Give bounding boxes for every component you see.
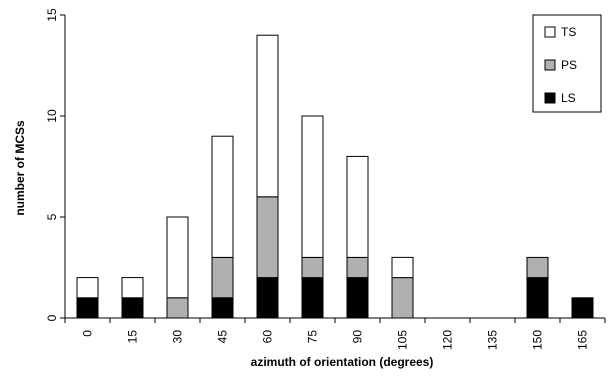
y-ticks: 0 5 10 15 [45,8,65,321]
x-tick-label-45: 45 [216,330,230,344]
x-ticks: 0 15 30 45 60 75 90 105 120 135 150 165 [64,318,606,350]
bar-ls-90 [346,277,369,319]
x-tick-label-135: 135 [486,330,500,350]
y-tick-label-5: 5 [45,213,59,220]
y-axis-title: number of MCSs [13,120,27,216]
bar-ps-75 [301,256,324,279]
x-tick-label-0: 0 [81,330,95,337]
y-tick-label-10: 10 [45,109,59,123]
legend-label-ps: PS [561,58,577,72]
x-tick-label-75: 75 [306,330,320,344]
bar-ls-45 [211,297,234,319]
bar-ps-150 [526,256,549,279]
bar-ps-90 [346,256,369,279]
bar-ls-75 [301,277,324,319]
bar-ls-0 [76,297,99,319]
bar-ps-105 [391,277,414,319]
bar-ts-0 [76,277,99,299]
y-tick-label-0: 0 [45,314,59,321]
x-axis-title: azimuth of orientation (degrees) [251,355,434,369]
x-tick-label-60: 60 [261,330,275,344]
bar-ls-165 [571,297,594,319]
bar-ls-150 [526,277,549,319]
legend-swatch-ps [544,59,556,71]
x-tick-label-90: 90 [351,330,365,344]
bar-ts-30 [166,216,189,299]
legend-swatch-ts [544,26,556,38]
bar-ts-75 [301,115,324,258]
bar-ls-60 [256,277,279,319]
legend-label-ts: TS [561,25,576,39]
legend-label-ls: LS [561,91,576,105]
x-tick-label-15: 15 [126,330,140,344]
bar-ts-90 [346,155,369,258]
legend-swatch-ls [544,92,556,104]
y-tick-label-15: 15 [45,8,59,22]
bar-ts-60 [256,34,279,198]
axes [64,15,605,319]
legend: TS PS LS [532,14,602,113]
x-tick-label-105: 105 [396,330,410,350]
legend-box [532,14,602,113]
x-tick-label-30: 30 [171,330,185,344]
bar-ts-45 [211,135,234,258]
x-tick-label-150: 150 [531,330,545,350]
bars [76,34,594,319]
bar-ls-15 [121,297,144,319]
bar-ts-15 [121,277,144,299]
x-tick-label-165: 165 [576,330,590,350]
bar-ps-30 [166,297,189,319]
bar-ts-105 [391,256,414,279]
bar-ps-45 [211,256,234,299]
x-tick-label-120: 120 [441,330,455,350]
bar-ps-60 [256,196,279,279]
